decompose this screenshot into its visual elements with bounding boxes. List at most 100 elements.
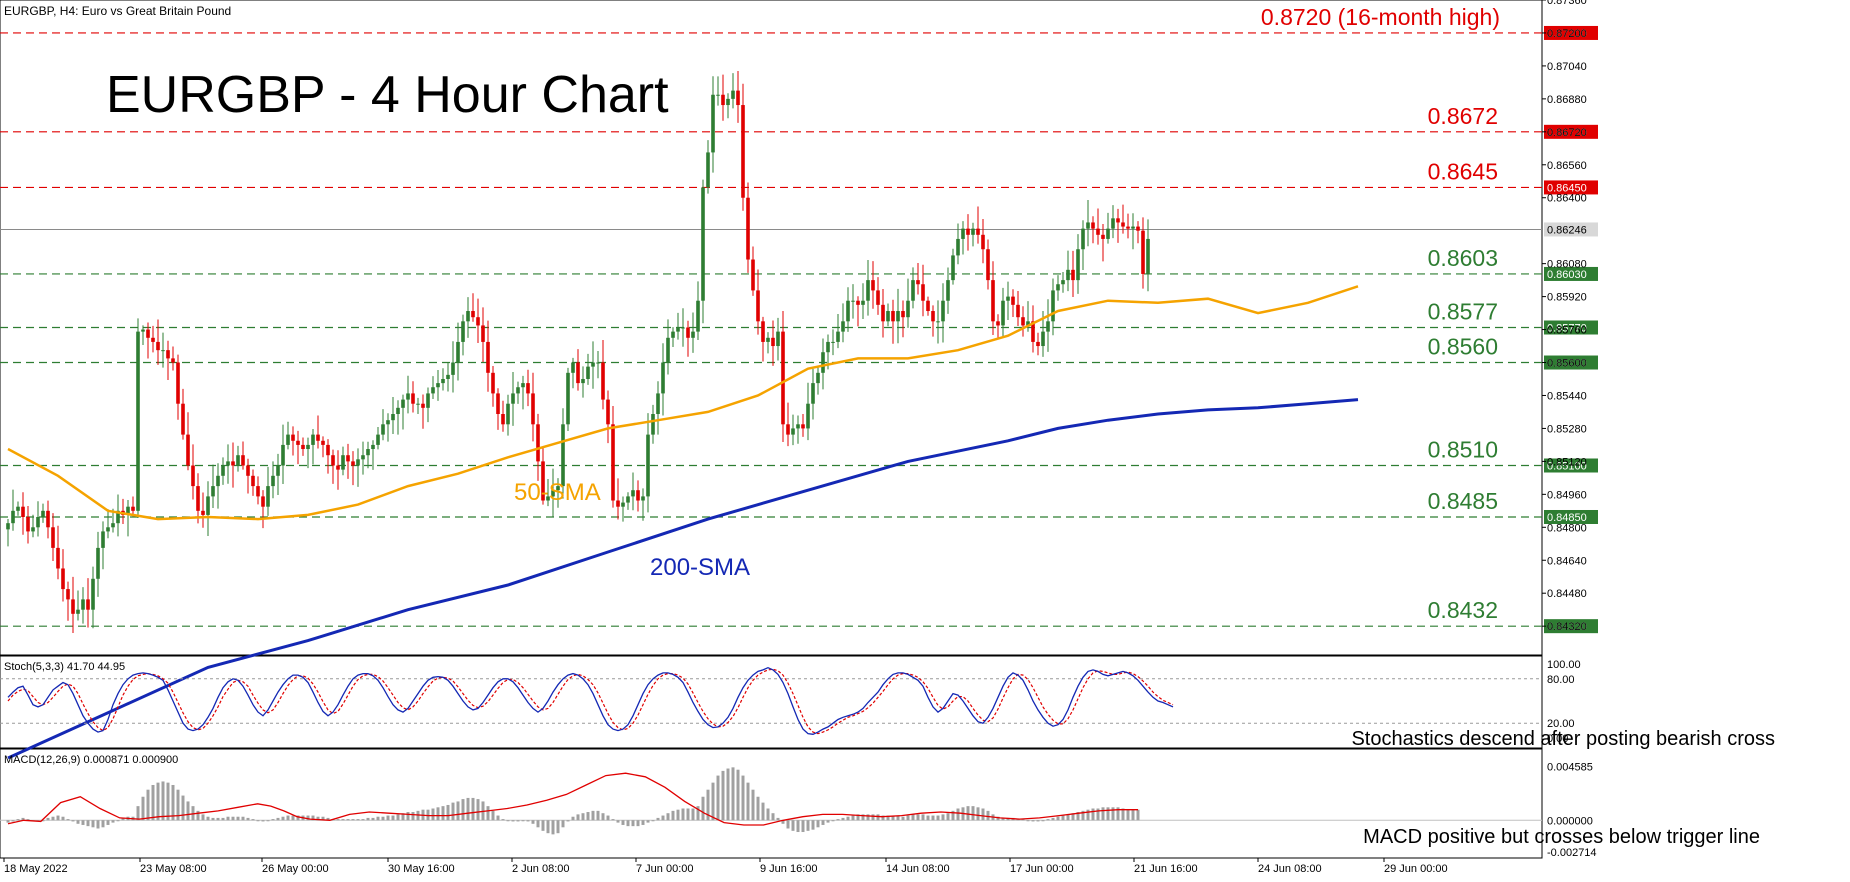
y-tick-label-9: 0.85760 <box>1547 325 1587 337</box>
candle-body-178 <box>896 311 900 322</box>
macd-bar-111 <box>561 820 565 828</box>
macd-bar-157 <box>791 820 795 831</box>
macd-bar-152 <box>766 808 770 821</box>
candle-body-16 <box>86 599 90 610</box>
macd-bar-177 <box>891 815 895 821</box>
macd-bar-226 <box>1136 809 1140 821</box>
candle-body-157 <box>791 428 795 435</box>
candle-body-131 <box>661 362 665 394</box>
level-tag-6 <box>1544 458 1598 473</box>
candle-body-93 <box>471 311 475 318</box>
stoch-tick-3: 0.00 <box>1547 733 1568 745</box>
candle-body-137 <box>691 331 695 338</box>
macd-bar-11 <box>61 816 65 821</box>
candle-body-3 <box>21 506 25 517</box>
candle-body-25 <box>131 506 135 511</box>
candle-body-167 <box>841 321 845 332</box>
candle-body-185 <box>931 311 935 322</box>
macd-bar-120 <box>606 815 610 821</box>
stoch-tick-0: 100.00 <box>1547 659 1581 671</box>
stoch-panel-frame <box>0 655 1543 749</box>
level-tag-1 <box>1544 124 1598 139</box>
macd-bar-105 <box>531 820 535 824</box>
macd-bar-218 <box>1096 808 1100 821</box>
macd-bar-0 <box>6 820 10 823</box>
macd-bar-17 <box>91 820 95 828</box>
level-label-1: 0.8672 <box>1428 103 1498 129</box>
candle-body-82 <box>416 403 420 405</box>
candle-body-150 <box>756 290 760 322</box>
candle-body-215 <box>1081 228 1085 250</box>
macd-bar-128 <box>646 820 650 823</box>
macd-bar-214 <box>1076 812 1080 821</box>
macd-bar-10 <box>56 815 60 821</box>
y-tick-label-8: 0.85920 <box>1547 292 1587 304</box>
candle-body-5 <box>31 527 35 532</box>
macd-bar-164 <box>826 820 830 823</box>
macd-bar-217 <box>1091 808 1095 821</box>
candle-body-69 <box>351 461 355 466</box>
macd-bar-224 <box>1126 809 1130 821</box>
macd-bar-196 <box>986 810 990 821</box>
candle-body-213 <box>1071 269 1075 281</box>
stoch-annotation: Stochastics descend after posting bearis… <box>1351 728 1775 750</box>
candle-body-100 <box>506 403 510 425</box>
candle-body-149 <box>751 259 755 291</box>
candle-body-67 <box>341 455 345 470</box>
candle-body-10 <box>56 547 60 569</box>
candle-body-124 <box>626 496 630 503</box>
macd-bar-133 <box>671 810 675 821</box>
macd-bar-163 <box>821 820 825 825</box>
macd-bar-153 <box>771 813 775 821</box>
macd-bar-115 <box>581 813 585 821</box>
macd-bar-204 <box>1026 820 1030 822</box>
macd-bar-22 <box>116 820 120 822</box>
candle-body-187 <box>941 300 945 322</box>
candle-body-192 <box>966 228 970 235</box>
macd-title: MACD(12,26,9) 0.000871 0.000900 <box>4 754 178 766</box>
macd-bar-142 <box>716 775 720 821</box>
macd-bar-58 <box>296 815 300 821</box>
candle-body-45 <box>231 461 235 466</box>
macd-bar-9 <box>51 816 55 821</box>
level-label-5: 0.8560 <box>1428 334 1498 360</box>
y-tick-label-15: 0.84800 <box>1547 522 1587 534</box>
candle-body-86 <box>436 383 440 388</box>
macd-bar-78 <box>396 814 400 821</box>
macd-bar-190 <box>956 808 960 821</box>
macd-bar-144 <box>726 768 730 821</box>
candle-body-134 <box>676 327 680 332</box>
candle-body-38 <box>196 486 200 511</box>
level-tag-text-3: 0.86030 <box>1547 269 1587 281</box>
macd-bar-20 <box>106 820 110 825</box>
candle-body-12 <box>66 589 70 600</box>
macd-bar-147 <box>741 775 745 821</box>
candle-body-29 <box>151 337 155 342</box>
macd-bar-205 <box>1031 820 1035 822</box>
macd-bar-18 <box>96 820 100 829</box>
candle-body-117 <box>591 362 595 367</box>
y-tick-label-2: 0.87040 <box>1547 61 1587 73</box>
macd-bar-1 <box>11 820 15 822</box>
macd-bar-141 <box>711 782 715 821</box>
macd-bar-145 <box>731 767 735 821</box>
candle-body-210 <box>1056 284 1060 291</box>
macd-bar-178 <box>896 815 900 821</box>
sma200-line <box>7 398 1359 760</box>
candle-body-171 <box>861 300 865 305</box>
macd-bar-212 <box>1066 814 1070 821</box>
candle-body-88 <box>446 374 450 379</box>
macd-bar-125 <box>631 820 635 827</box>
candle-body-220 <box>1106 228 1110 239</box>
candle-body-58 <box>296 440 300 445</box>
candle-body-161 <box>811 383 815 404</box>
macd-bar-35 <box>181 795 185 821</box>
current-price-text: 0.86246 <box>1547 224 1587 236</box>
x-tick-label-4: 2 Jun 08:00 <box>512 863 570 875</box>
candle-body-112 <box>566 372 570 425</box>
candle-body-106 <box>536 424 540 462</box>
candle-body-110 <box>556 486 560 491</box>
candle-body-47 <box>241 455 245 466</box>
candle-body-116 <box>586 366 590 379</box>
candle-body-199 <box>1001 300 1005 326</box>
